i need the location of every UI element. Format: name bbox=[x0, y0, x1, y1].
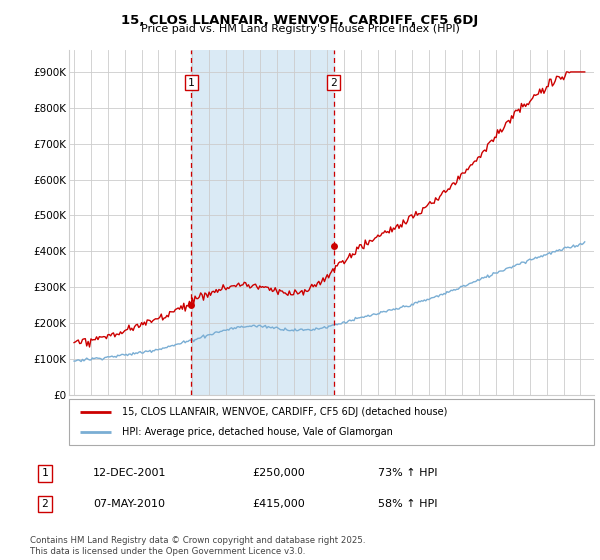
Text: HPI: Average price, detached house, Vale of Glamorgan: HPI: Average price, detached house, Vale… bbox=[121, 427, 392, 437]
Text: 07-MAY-2010: 07-MAY-2010 bbox=[93, 499, 165, 509]
Text: 1: 1 bbox=[41, 468, 49, 478]
Text: £250,000: £250,000 bbox=[252, 468, 305, 478]
Text: 2: 2 bbox=[330, 78, 337, 88]
Text: 1: 1 bbox=[188, 78, 195, 88]
Text: 15, CLOS LLANFAIR, WENVOE, CARDIFF, CF5 6DJ: 15, CLOS LLANFAIR, WENVOE, CARDIFF, CF5 … bbox=[121, 14, 479, 27]
Text: £415,000: £415,000 bbox=[252, 499, 305, 509]
FancyBboxPatch shape bbox=[69, 399, 594, 445]
Bar bbox=[191, 50, 334, 395]
Text: 15, CLOS LLANFAIR, WENVOE, CARDIFF, CF5 6DJ (detached house): 15, CLOS LLANFAIR, WENVOE, CARDIFF, CF5 … bbox=[121, 407, 447, 417]
Text: 12-DEC-2001: 12-DEC-2001 bbox=[93, 468, 167, 478]
Text: 73% ↑ HPI: 73% ↑ HPI bbox=[378, 468, 437, 478]
Text: Contains HM Land Registry data © Crown copyright and database right 2025.
This d: Contains HM Land Registry data © Crown c… bbox=[30, 536, 365, 556]
Text: 2: 2 bbox=[41, 499, 49, 509]
Text: Price paid vs. HM Land Registry's House Price Index (HPI): Price paid vs. HM Land Registry's House … bbox=[140, 24, 460, 34]
Text: 58% ↑ HPI: 58% ↑ HPI bbox=[378, 499, 437, 509]
